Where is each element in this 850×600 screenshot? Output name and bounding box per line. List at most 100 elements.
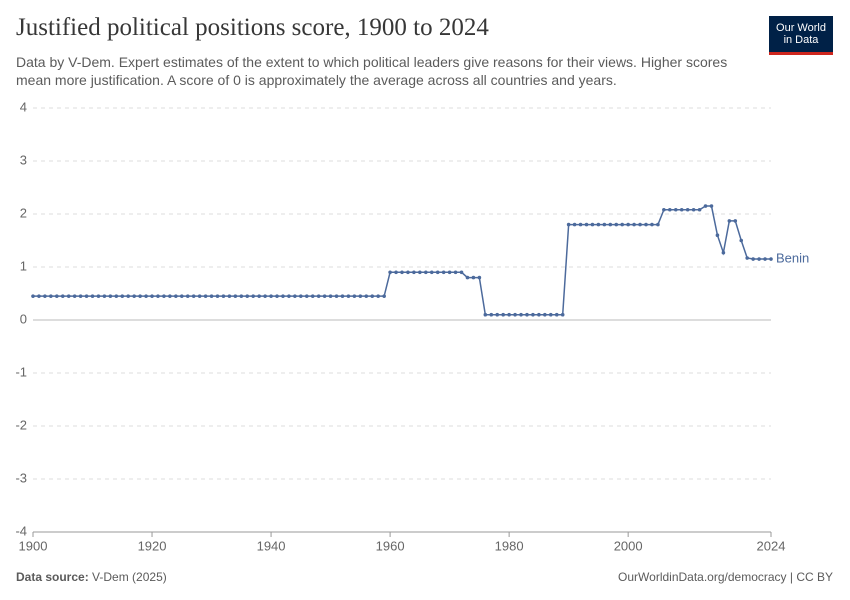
data-point [691, 207, 696, 212]
x-tick-label: 1900 [19, 538, 48, 553]
y-tick-label: 2 [20, 205, 27, 220]
data-point [441, 270, 446, 275]
data-point [429, 270, 434, 275]
source-label: Data source: [16, 570, 89, 584]
data-point [185, 294, 190, 298]
data-point [471, 275, 476, 280]
data-point [346, 294, 351, 298]
data-point [596, 222, 601, 227]
data-point [668, 207, 672, 212]
data-point [293, 294, 297, 298]
data-point [763, 257, 767, 261]
data-point [126, 294, 131, 298]
y-tick-label: 4 [20, 99, 27, 114]
data-point [269, 294, 273, 298]
data-point [543, 312, 547, 317]
x-tick-label: 2000 [614, 538, 643, 553]
data-point [519, 312, 523, 317]
source-text[interactable]: V-Dem (2025) [92, 570, 167, 584]
data-point [590, 222, 595, 227]
data-point [608, 222, 613, 227]
x-tick-label: 1940 [257, 538, 286, 553]
data-point [31, 294, 35, 298]
data-point [108, 294, 113, 298]
data-point [364, 294, 369, 298]
data-point [233, 294, 238, 298]
x-tick-label: 1960 [376, 538, 405, 553]
data-point [489, 312, 494, 317]
data-point [150, 294, 154, 298]
data-point [757, 257, 761, 261]
data-point [78, 294, 83, 298]
data-point [245, 294, 250, 298]
source: Data source: V-Dem (2025) [16, 570, 167, 584]
data-point [102, 294, 107, 298]
data-point [739, 238, 744, 243]
data-point [638, 222, 642, 227]
data-point [156, 294, 160, 298]
data-point [769, 257, 773, 261]
data-point [334, 294, 339, 298]
data-point [537, 312, 541, 317]
data-point [620, 222, 625, 227]
data-point [72, 294, 77, 298]
data-point [376, 294, 380, 298]
y-tick-label: 0 [20, 311, 27, 326]
data-point [304, 294, 309, 298]
logo-line: in Data [783, 34, 819, 46]
data-point [144, 294, 148, 298]
data-point [310, 294, 315, 298]
data-point [751, 257, 755, 261]
data-point [447, 270, 452, 275]
data-point [251, 294, 256, 298]
data-point [394, 270, 398, 275]
data-point [322, 294, 327, 298]
data-point [370, 294, 375, 298]
data-point [120, 294, 125, 298]
data-point [66, 294, 71, 298]
data-point [227, 294, 232, 298]
x-tick-label: 1920 [138, 538, 167, 553]
data-point [406, 270, 410, 275]
logo[interactable]: Our World in Data [769, 16, 833, 55]
data-point [174, 294, 178, 298]
credit[interactable]: OurWorldinData.org/democracy | CC BY [618, 570, 833, 584]
data-point [572, 222, 577, 227]
data-point [721, 250, 726, 255]
data-point [191, 294, 196, 298]
data-point [132, 294, 136, 298]
data-point [507, 312, 511, 317]
y-tick-label: -4 [15, 523, 27, 538]
y-tick-label: -1 [15, 364, 27, 379]
y-tick-label: -3 [15, 470, 27, 485]
data-point [632, 222, 636, 227]
data-point [55, 294, 59, 298]
chart-subtitle: Data by V-Dem. Expert estimates of the e… [16, 54, 728, 88]
data-point [37, 294, 41, 298]
data-point [733, 219, 738, 223]
data-point [168, 294, 172, 298]
data-point [49, 294, 53, 298]
logo-line: Our World [776, 22, 826, 34]
x-tick-label: 2024 [757, 538, 786, 553]
data-point [548, 312, 553, 317]
data-point [435, 270, 440, 275]
data-point [197, 294, 202, 298]
data-point [715, 233, 720, 237]
data-point [685, 207, 690, 212]
data-point [96, 294, 101, 298]
data-point [239, 294, 244, 298]
data-point [275, 294, 279, 298]
data-point [209, 294, 214, 298]
data-point [418, 270, 422, 275]
data-point [453, 270, 458, 275]
data-point [90, 294, 95, 298]
data-point [328, 294, 333, 298]
data-point [316, 294, 321, 298]
data-point [215, 294, 220, 298]
data-point [84, 294, 89, 298]
data-point [483, 312, 488, 317]
data-point [566, 222, 571, 227]
